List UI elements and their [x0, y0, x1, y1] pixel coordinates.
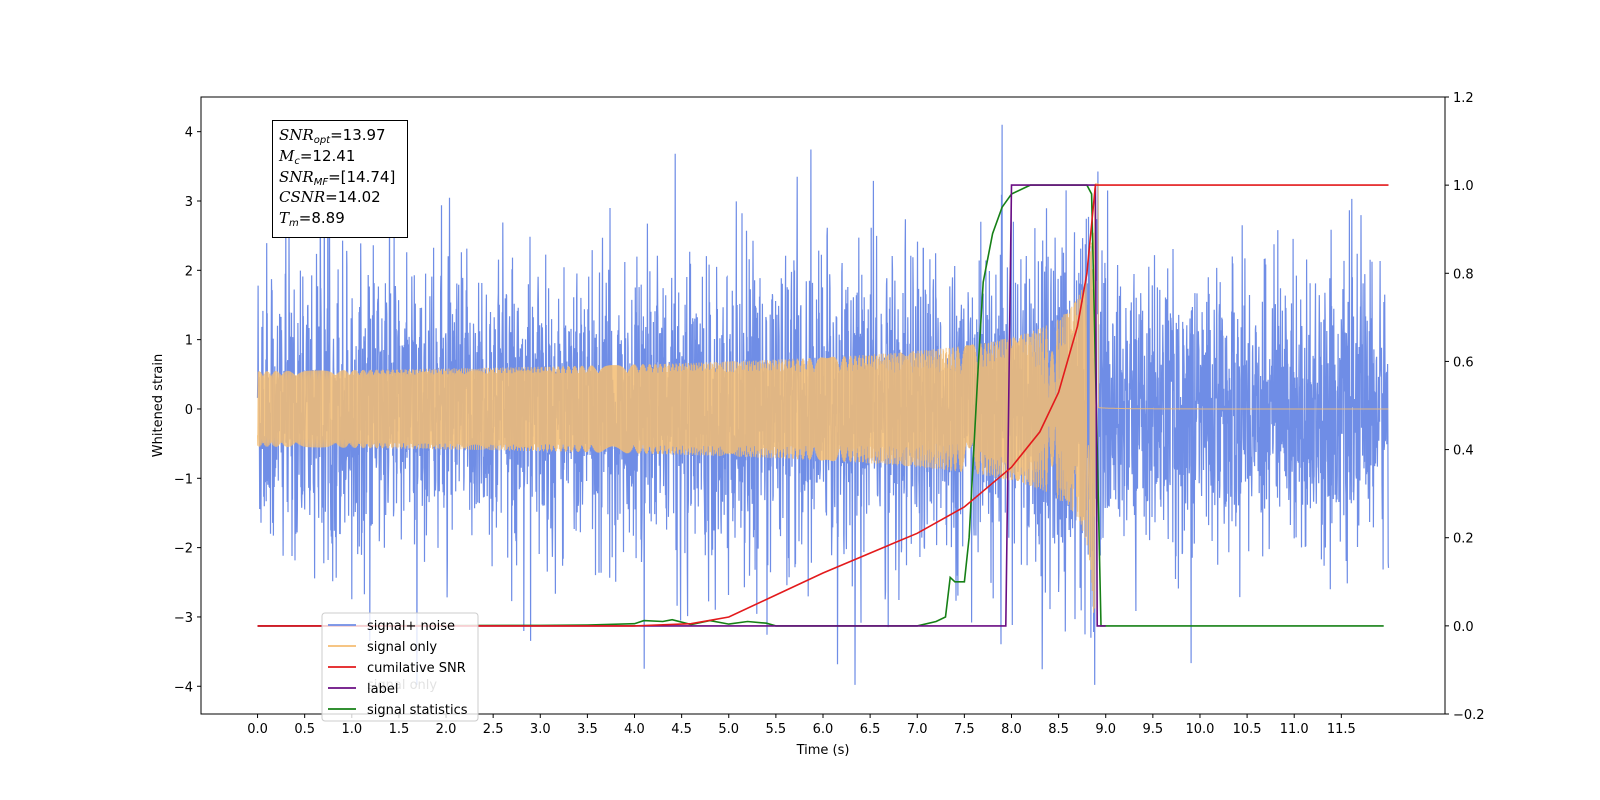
legend-label: signal+ noise [367, 619, 455, 634]
x-tick-label: 6.0 [813, 722, 834, 737]
label-line [257, 184, 1106, 627]
y2-tick-label: 0.2 [1453, 532, 1474, 547]
annotation-line: Tm=8.89 [279, 209, 345, 230]
signal-only-line [257, 183, 1389, 613]
y-tick-label: −3 [174, 611, 193, 626]
y2-tick-label: 0.8 [1453, 267, 1474, 282]
legend-label: label [367, 682, 398, 697]
annotation-box: SNRopt=13.97 Mc=12.41 SNRMF=[14.74] CSNR=14… [272, 120, 408, 238]
x-tick-label: 3.5 [577, 722, 598, 737]
y-tick-label: 3 [185, 195, 193, 210]
annotation-line: SNRMF=[14.74] [279, 167, 396, 188]
x-tick-label: 4.5 [671, 722, 692, 737]
x-tick-label: 0.5 [294, 722, 315, 737]
legend-label: signal statistics [367, 703, 468, 718]
y2-tick-label: 0.4 [1453, 444, 1474, 459]
legend-ghost-label: signal only [367, 678, 437, 693]
y-tick-label: 1 [185, 334, 193, 349]
x-tick-label: 10.5 [1233, 722, 1262, 737]
y-tick-label: −4 [174, 680, 193, 695]
x-tick-label: 7.0 [907, 722, 928, 737]
y-axis-title: Whitened strain [151, 354, 166, 457]
x-tick-label: 8.5 [1048, 722, 1069, 737]
x-tick-label: 1.5 [389, 722, 410, 737]
y-tick-label: 4 [185, 126, 193, 141]
y2-tick-label: 0.0 [1453, 620, 1474, 635]
y-tick-label: 0 [185, 403, 193, 418]
y2-tick-label: 1.0 [1453, 179, 1474, 194]
y2-tick-label: 1.2 [1453, 91, 1474, 106]
x-tick-label: 5.0 [718, 722, 739, 737]
y2-tick-label: −0.2 [1453, 708, 1485, 723]
annotation-line: SNRopt=13.97 [279, 126, 386, 146]
x-tick-label: 2.0 [436, 722, 457, 737]
signal-only-series [257, 183, 1389, 613]
annotation-line: CSNR=14.02 [279, 188, 381, 207]
cumilative-snr-line [257, 184, 1389, 627]
x-tick-label: 5.5 [766, 722, 787, 737]
y2-tick-label: 0.6 [1453, 355, 1474, 370]
x-tick-label: 2.5 [483, 722, 504, 737]
x-tick-label: 6.5 [860, 722, 881, 737]
y-tick-label: −2 [174, 542, 193, 557]
x-tick-label: 9.5 [1143, 722, 1164, 737]
x-tick-label: 11.0 [1280, 722, 1309, 737]
x-tick-label: 9.0 [1095, 722, 1116, 737]
x-axis: 0.0 0.5 1.0 1.5 2.0 2.5 3.0 3.5 4.0 4.5 5.0 5.5 6.0 6… [247, 714, 1356, 737]
y-tick-label: −1 [174, 472, 193, 487]
x-tick-label: 7.5 [954, 722, 975, 737]
x-tick-label: 8.0 [1001, 722, 1022, 737]
legend-label: cumilative SNR [367, 661, 466, 676]
legend-box [321, 612, 479, 722]
x-tick-label: 4.0 [624, 722, 645, 737]
x-tick-label: 10.0 [1185, 722, 1214, 737]
x-tick-label: 0.0 [247, 722, 268, 737]
x-tick-label: 1.0 [341, 722, 362, 737]
y-tick-label: 2 [185, 264, 193, 279]
x-tick-label: 3.0 [530, 722, 551, 737]
legend-label: signal only [367, 640, 437, 655]
legend: signal only signal+ noise signal only cumil… [321, 612, 479, 722]
x-tick-label: 11.5 [1327, 722, 1356, 737]
annotation-line: Mc=12.41 [279, 146, 356, 167]
x-axis-title: Time (s) [796, 743, 850, 758]
right-axis-series [257, 184, 1389, 627]
y-axis-left: −4 −3 −2 −1 0 1 2 3 4 [174, 126, 201, 695]
y-axis-right: −0.2 0.0 0.2 0.4 0.6 0.8 1.0 1.2 [1445, 91, 1485, 723]
